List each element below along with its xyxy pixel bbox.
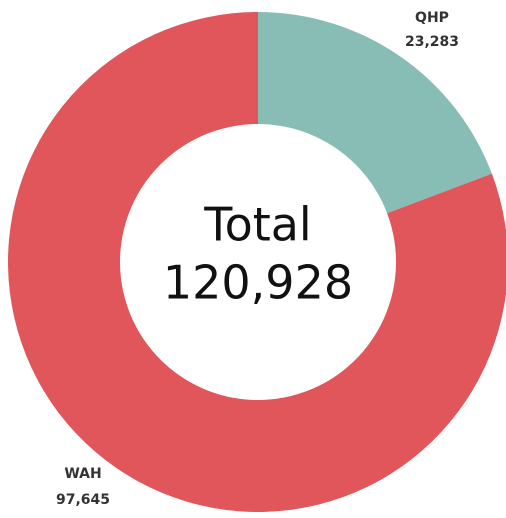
center-title: Total bbox=[203, 198, 311, 252]
donut-slice bbox=[8, 12, 506, 512]
slice-label: WAH bbox=[64, 466, 101, 482]
slice-label: QHP bbox=[415, 10, 449, 26]
center-total: 120,928 bbox=[163, 256, 353, 310]
donut-slice bbox=[258, 12, 492, 214]
slice-value: 23,283 bbox=[405, 34, 459, 50]
slice-value: 97,645 bbox=[56, 492, 110, 508]
